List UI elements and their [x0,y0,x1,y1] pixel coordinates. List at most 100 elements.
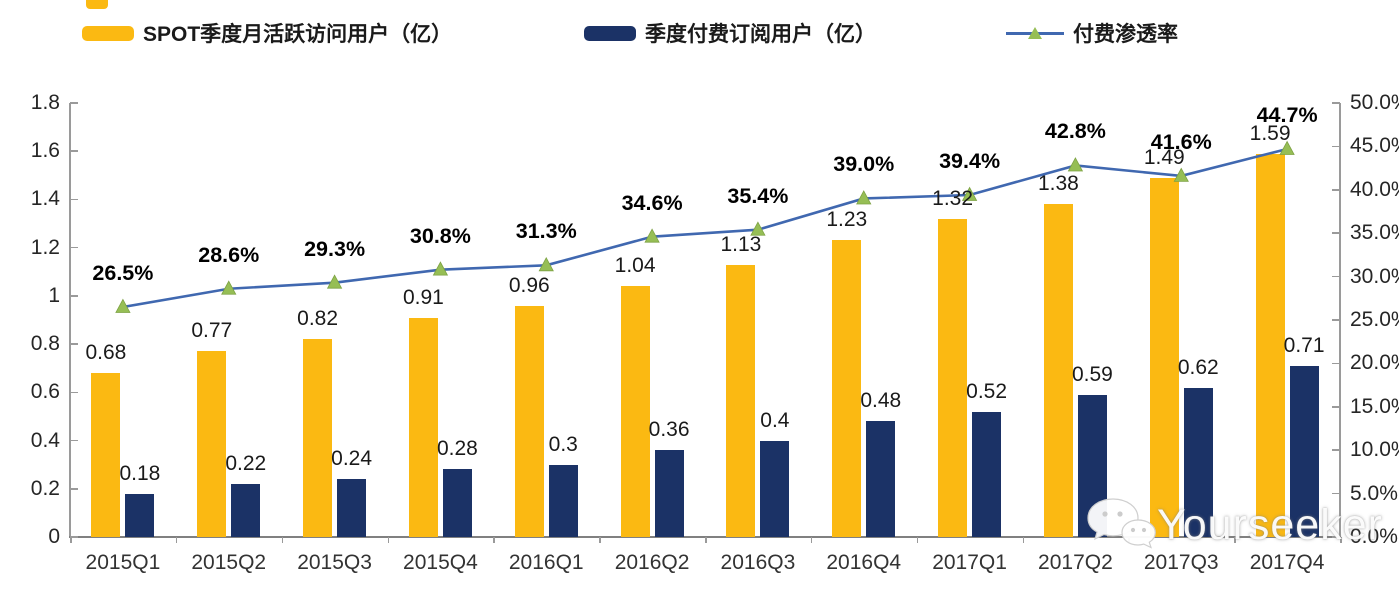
penetration-legend-marker [1006,26,1064,41]
x-axis-label: 2015Q3 [297,551,372,574]
bar-value-label: 0.91 [402,285,444,309]
bar-value-label: 0.48 [860,389,902,413]
x-axis-tick [1022,537,1024,543]
x-axis-tick [281,537,284,543]
penetration-rate-label: 41.6% [1150,129,1212,154]
subscribers-bar [125,493,155,537]
x-axis-label: 2015Q4 [403,551,478,574]
bar-value-label: 0.36 [648,418,690,442]
watermark-text: Yourseeker [1157,500,1383,549]
penetration-rate-label: 39.4% [939,149,1001,173]
bar-value-label: 0.52 [966,379,1008,403]
bar-value-label: 0.71 [1283,333,1325,357]
subscribers-bar [337,479,367,537]
right-axis-tick-label: 15.0% [1350,394,1399,418]
mau-bar [620,286,650,537]
x-axis-label: 2017Q2 [1038,551,1113,574]
left-axis-tick-label: 0.4 [30,428,60,452]
left-axis-tick-label: 1 [48,283,60,307]
penetration-legend-label: 付费渗透率 [1073,23,1178,46]
penetration-rate-label: 31.3% [515,219,577,244]
bar-value-label: 1.04 [614,254,656,278]
line-marker-triangle-icon [538,256,554,272]
left-axis-tick-label: 0.8 [30,332,60,356]
mau-bar [938,218,968,537]
x-axis-tick [1340,537,1342,543]
bar-value-label: 0.22 [225,451,267,475]
mau-bar [408,317,438,537]
x-axis-tick [493,537,495,543]
left-axis-tick-label: 1.8 [30,91,60,114]
bar-value-label: 0.28 [436,437,478,461]
x-axis-tick [705,537,707,543]
x-axis-label: 2015Q2 [191,551,267,574]
x-axis-label: 2016Q3 [720,551,796,574]
bar-value-label: 1.32 [932,186,974,210]
bar-value-label: 0.4 [760,408,790,432]
x-axis-tick [70,537,72,543]
right-axis-tick-label: 10.0% [1350,438,1399,462]
right-axis-tick [1332,362,1340,365]
line-marker-triangle-icon [1067,157,1084,172]
subscribers-bar [231,483,261,537]
left-axis-line [69,103,71,537]
subscribers-bar [866,421,896,537]
penetration-rate-label: 39.0% [833,152,895,177]
left-axis-tick [70,246,78,249]
right-axis-tick [1332,536,1340,538]
left-axis-tick [70,198,78,201]
mau-bar [303,339,333,537]
right-axis-tick-label: 25.0% [1350,308,1399,331]
subscribers-legend-label: 季度付费订阅用户（亿） [645,23,876,46]
x-axis-label: 2016Q4 [826,551,902,574]
left-axis-tick-label: 1.6 [30,139,60,163]
mau-bar [91,373,121,537]
left-axis-tick [70,439,78,442]
right-axis-tick [1332,189,1340,191]
bar-value-label: 0.96 [508,273,550,297]
right-axis-tick-label: 50.0% [1350,91,1399,114]
subscribers-bar [1289,365,1319,537]
bar-value-label: 0.82 [297,307,339,331]
x-axis-tick [810,537,813,543]
bar-value-label: 0.3 [548,432,578,456]
left-axis-tick-label: 0 [48,525,60,548]
left-axis-tick [70,488,78,490]
legend-item-mau: SPOT季度月活跃访问用户（亿） [82,18,452,48]
penetration-rate-label: 44.7% [1256,103,1318,127]
line-marker-triangle-icon [221,280,237,295]
bar-value-label: 1.13 [720,232,762,256]
x-axis-label: 2017Q4 [1249,551,1325,574]
x-axis-tick [387,537,389,543]
left-axis-tick [70,391,78,394]
subscribers-legend-swatch [584,25,636,41]
legend-item-subscribers: 季度付费订阅用户（亿） [584,18,876,48]
line-marker-triangle-icon [115,298,131,313]
bar-value-label: 0.68 [85,341,127,365]
mau-legend-label: SPOT季度月活跃访问用户（亿） [143,23,453,46]
right-axis-tick [1332,232,1340,234]
x-axis-label: 2015Q1 [85,551,161,574]
mau-bar [197,351,227,537]
left-axis-tick [70,343,78,345]
right-axis-tick [1332,145,1340,148]
x-axis-label: 2016Q2 [614,551,690,574]
x-axis-tick [916,537,919,543]
line-marker-triangle-icon [644,228,660,243]
cropped-legend-fragment [86,0,108,9]
penetration-rate-label: 42.8% [1044,119,1106,144]
wechat-icon [1087,498,1156,549]
subscribers-bar [972,411,1002,537]
left-axis-tick-label: 1.2 [30,235,60,259]
right-axis-tick [1332,275,1340,278]
bar-value-label: 0.62 [1177,355,1219,379]
left-axis-tick-label: 1.4 [30,187,60,211]
right-axis-tick-label: 35.0% [1350,221,1399,245]
right-axis-tick [1332,102,1340,104]
bar-value-label: 1.38 [1037,172,1079,196]
line-marker-triangle-icon [326,274,343,289]
subscribers-bar [442,469,472,537]
right-axis-tick-label: 0.0% [1350,525,1398,548]
right-axis-tick-label: 5.0% [1350,481,1398,505]
penetration-rate-label: 26.5% [92,260,154,285]
